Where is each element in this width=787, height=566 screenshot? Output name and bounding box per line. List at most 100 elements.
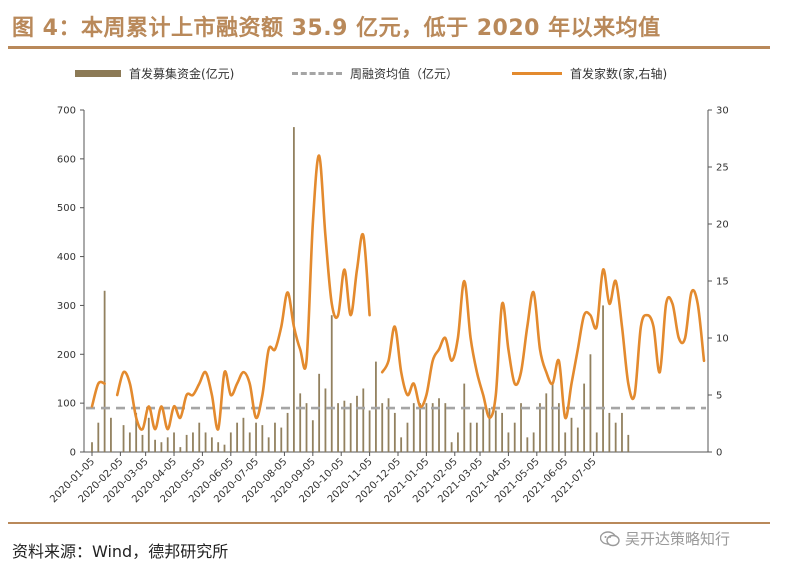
fundraising-bar [627, 434, 630, 452]
fundraising-bar [204, 432, 207, 452]
fundraising-bar [589, 354, 592, 452]
ipo-count-line [90, 380, 106, 408]
fundraising-bar [539, 403, 541, 452]
fundraising-bar [330, 315, 333, 452]
fundraising-bar [248, 432, 251, 452]
fundraising-bar [223, 444, 226, 452]
fundraising-bar [343, 400, 346, 452]
fundraising-bar [305, 403, 308, 452]
footer-rule [8, 522, 770, 524]
fundraising-bar [311, 420, 314, 452]
fundraising-bar [192, 432, 194, 452]
ipo-count-series [90, 154, 706, 431]
fundraising-bar [356, 395, 358, 452]
fundraising-bar [261, 425, 264, 452]
fundraising-bar [526, 437, 529, 452]
fundraising-bar [236, 422, 239, 452]
fundraising-bar [337, 403, 339, 452]
fundraising-bar [482, 408, 485, 452]
fundraising-bar [217, 442, 220, 452]
y-right-tick-label: 0 [716, 448, 722, 459]
y-right-tick-label: 30 [716, 106, 729, 117]
axes: 0 100 200 300 400 500 600 700 0 5 10 15 20 25 30 [57, 106, 729, 459]
y-right-tick-label: 25 [716, 163, 729, 174]
y-left-tick-label: 500 [57, 203, 76, 214]
fundraising-bar [110, 417, 112, 452]
fundraising-bar [463, 383, 466, 452]
fundraising-bar [147, 417, 150, 452]
bar-series [91, 127, 630, 452]
fundraising-bar [545, 393, 548, 452]
fundraising-bar [608, 412, 611, 452]
x-axis-ticks: 2020-01-052020-02-052020-03-052020-04-05… [48, 452, 599, 505]
title-rule [8, 46, 770, 49]
fundraising-bar [362, 388, 365, 452]
fundraising-bar [564, 432, 567, 452]
fundraising-bar [576, 427, 579, 452]
fundraising-bar [173, 432, 175, 452]
fundraising-bar [387, 398, 390, 452]
fundraising-bar [349, 403, 352, 452]
legend-swatch-line [512, 72, 562, 75]
chart-legend: 首发募集资金(亿元) 周融资均值（亿元） 首发家数(家,右轴) [0, 65, 787, 85]
fundraising-bar [324, 388, 327, 452]
fundraising-bar [91, 442, 93, 452]
fundraising-bar [292, 127, 295, 452]
chat-bubble-icon [599, 530, 620, 547]
fundraising-bar [318, 373, 321, 452]
fundraising-bar [614, 422, 617, 452]
legend-item-ipo-count: 首发家数(家,右轴) [512, 65, 667, 82]
fundraising-bar [267, 437, 270, 452]
legend-swatch-bar [75, 70, 121, 77]
fundraising-bar [274, 422, 276, 452]
y-right-tick-label: 5 [716, 391, 722, 402]
fundraising-bar [103, 290, 106, 452]
fundraising-bar [393, 412, 396, 452]
fundraising-bar [494, 410, 497, 452]
fundraising-bar [135, 412, 138, 452]
ipo-count-line [380, 268, 706, 420]
fundraising-bar [488, 408, 491, 452]
fundraising-bar [469, 422, 472, 452]
fundraising-bar [450, 442, 453, 452]
fundraising-bar [210, 437, 213, 452]
fundraising-bar [160, 442, 163, 452]
fundraising-bar [299, 393, 302, 452]
fundraising-bar [185, 434, 188, 452]
fundraising-bar [242, 417, 245, 452]
ipo-count-line [115, 154, 371, 431]
fundraising-bar [438, 398, 440, 452]
fundraising-bar [532, 432, 535, 452]
fundraising-bar [595, 432, 598, 452]
fundraising-bar [570, 417, 573, 452]
fundraising-bar [444, 403, 447, 452]
legend-item-fundraising: 首发募集资金(亿元) [75, 65, 234, 82]
fundraising-bar [97, 422, 100, 452]
fundraising-bar [431, 403, 434, 452]
watermark: 吴开达策略知行 [599, 528, 730, 549]
y-left-tick-label: 600 [57, 154, 76, 165]
y-right-tick-label: 15 [716, 277, 729, 288]
fundraising-bar [400, 437, 403, 452]
y-left-tick-label: 100 [57, 399, 76, 410]
fundraising-bar [583, 383, 586, 452]
fundraising-bar [128, 432, 131, 452]
fundraising-bar [122, 425, 125, 452]
fundraising-bar [286, 412, 289, 452]
fundraising-bar [179, 447, 182, 452]
y-left-tick-label: 700 [57, 106, 76, 117]
fundraising-bar [412, 403, 415, 452]
fundraising-bar [475, 422, 478, 452]
fundraising-bar [198, 422, 201, 452]
legend-label-mean: 周融资均值（亿元） [350, 67, 459, 81]
y-left-tick-label: 0 [70, 448, 76, 459]
y-left-tick-label: 400 [57, 252, 76, 263]
fundraising-bar [621, 412, 623, 452]
y-right-tick-label: 10 [716, 334, 729, 345]
legend-swatch-dash [292, 72, 342, 75]
fundraising-bar [557, 403, 560, 452]
legend-label-fundraising: 首发募集资金(亿元) [129, 67, 235, 81]
fundraising-bar [507, 432, 510, 452]
fundraising-bar [280, 427, 283, 452]
fundraising-bar [419, 403, 421, 452]
